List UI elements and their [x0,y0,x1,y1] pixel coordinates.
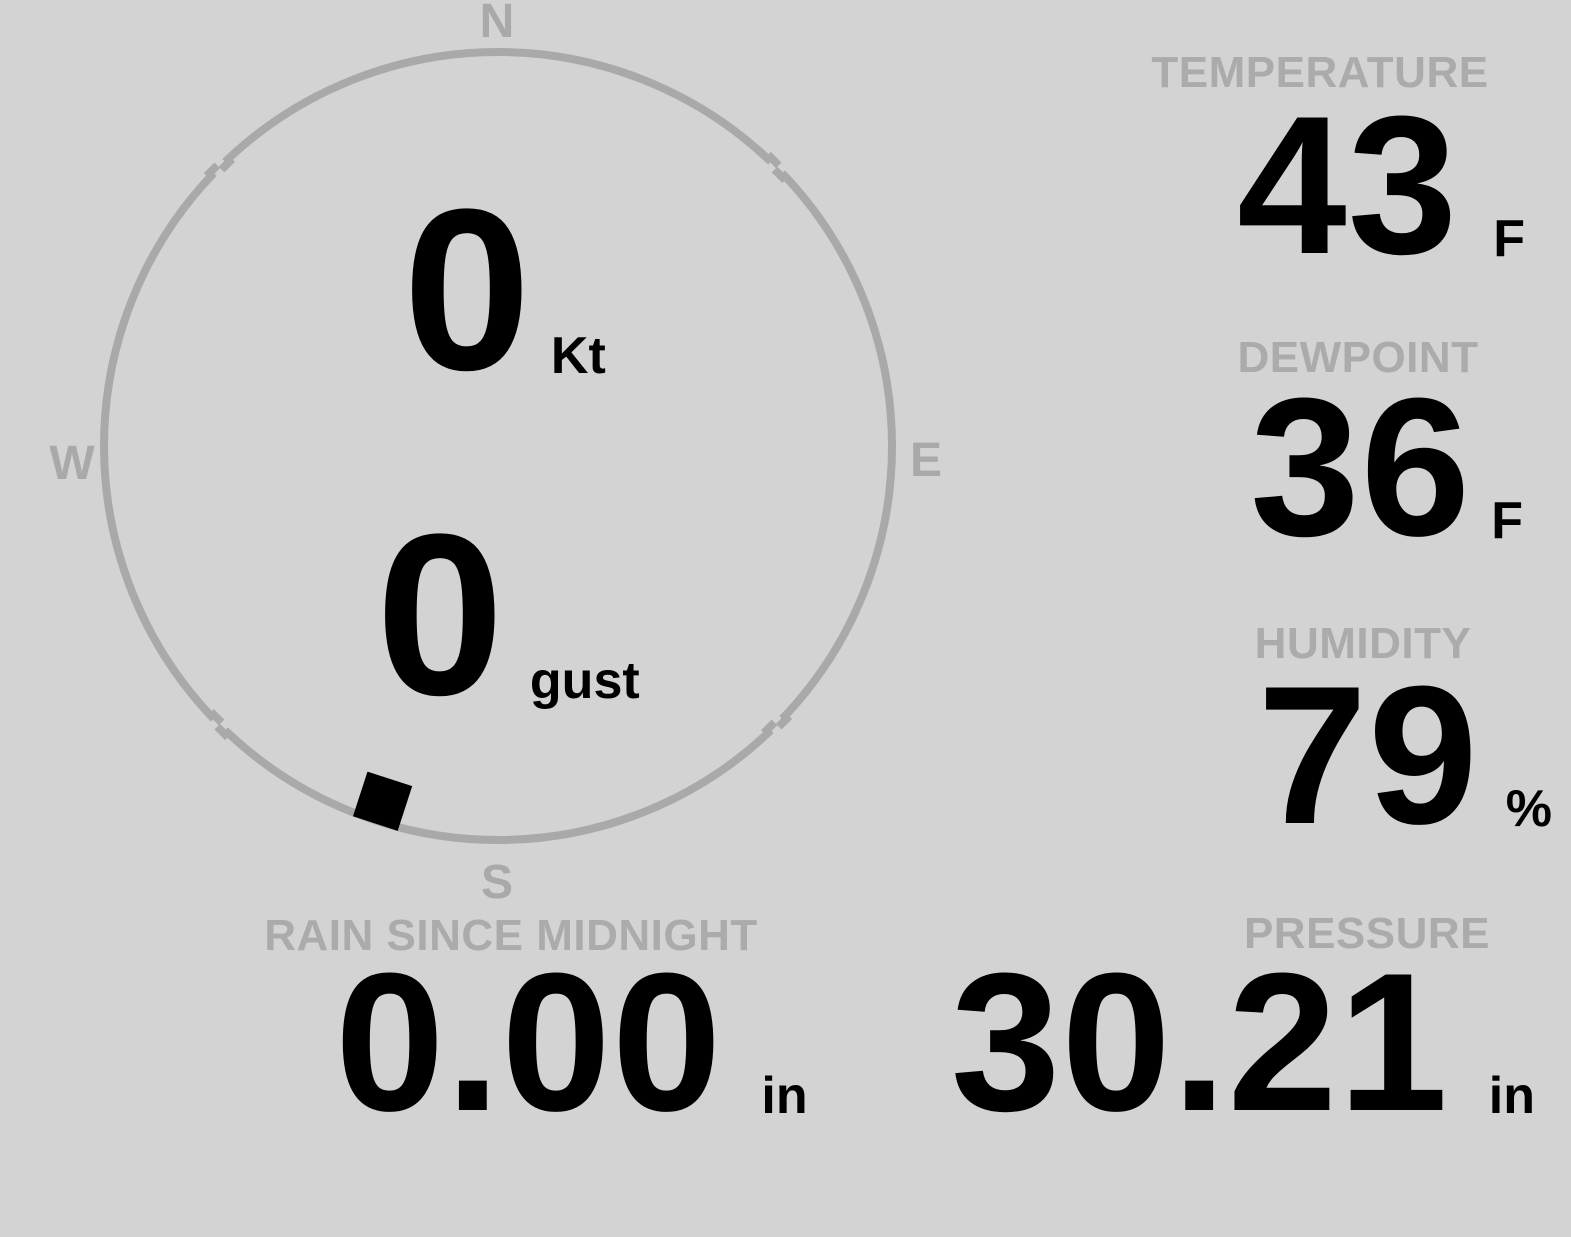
dewpoint-value: 36 [1250,357,1472,577]
wind-speed-value: 0 [403,161,531,418]
dewpoint-value-row: 36 F [1250,357,1523,577]
rain-value: 0.00 [335,932,723,1152]
compass-tick-sw [208,709,231,741]
compass-circle [100,48,896,844]
wind-direction-marker [352,771,413,831]
pressure-label: PRESSURE [1243,909,1491,958]
wind-gust-value-row: 0 gust [376,486,640,743]
wind-gust-value: 0 [376,486,504,743]
rain-since-midnight-label: RAIN SINCE MIDNIGHT [264,911,758,960]
compass-tick-se [761,713,793,736]
pressure-unit: in [1488,1067,1535,1126]
dewpoint-unit: F [1491,492,1523,551]
wind-speed-value-row: 0 Kt [403,161,606,418]
compass-east-label: E [909,434,943,487]
wind-speed-unit: Kt [550,326,606,385]
temperature-value-row: 43 F [1237,75,1525,295]
temperature-label: TEMPERATURE [1151,48,1489,97]
pressure-value-row: 30.21 in [950,932,1535,1152]
temperature-unit: F [1493,210,1525,269]
humidity-unit: % [1505,780,1552,839]
humidity-label: HUMIDITY [1254,619,1472,668]
humidity-value: 79 [1257,645,1479,865]
wind-direction-marker-group [352,771,413,831]
rain-value-row: 0.00 in [335,932,808,1152]
temperature-value: 43 [1237,75,1459,295]
compass-south-label: S [480,856,514,909]
compass-rose [100,48,896,844]
wind-gust-label: gust [529,651,640,710]
compass-north-label: N [479,0,515,48]
humidity-value-row: 79 % [1257,645,1552,865]
compass-tick-ne [765,151,788,183]
dewpoint-label: DEWPOINT [1237,333,1479,382]
pressure-value: 30.21 [950,932,1449,1152]
rain-unit: in [761,1067,808,1126]
compass-west-label: W [49,437,95,490]
